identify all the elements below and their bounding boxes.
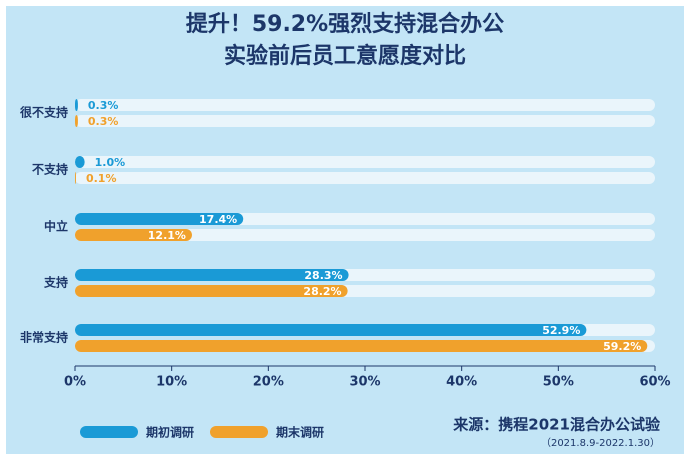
bar-track	[75, 115, 655, 127]
value-label: 0.3%	[88, 115, 119, 128]
x-tick-label: 60%	[639, 375, 670, 390]
value-label: 0.3%	[88, 99, 119, 112]
bar-track	[75, 99, 655, 111]
bar	[75, 172, 76, 184]
bar	[75, 324, 587, 336]
bar	[75, 156, 85, 168]
bar	[75, 213, 244, 225]
x-tick-label: 40%	[446, 375, 477, 390]
value-label: 52.9%	[542, 324, 580, 337]
bar	[75, 99, 78, 111]
x-tick-label: 10%	[156, 375, 187, 390]
chart-subtitle: 实验前后员工意愿度对比	[224, 43, 466, 69]
value-label: 17.4%	[199, 213, 237, 226]
value-label: 0.1%	[86, 172, 117, 185]
bar	[75, 115, 78, 127]
value-label: 1.0%	[95, 156, 126, 169]
value-label: 12.1%	[148, 229, 186, 242]
x-tick-label: 50%	[543, 375, 574, 390]
y-tick-label: 非常支持	[20, 330, 68, 345]
y-tick-label: 中立	[44, 219, 68, 234]
bar-track	[75, 172, 655, 184]
chart-title: 提升！59.2%强烈支持混合办公	[186, 11, 504, 37]
legend-swatch	[80, 426, 138, 438]
bar	[75, 285, 348, 297]
source: 来源：携程2021混合办公试验	[452, 416, 661, 434]
value-label: 28.3%	[304, 269, 342, 282]
bar	[75, 340, 648, 352]
bar-track	[75, 156, 655, 168]
value-label: 28.2%	[303, 285, 341, 298]
x-tick-label: 30%	[349, 375, 380, 390]
legend-swatch	[210, 426, 268, 438]
y-tick-label: 支持	[43, 275, 68, 290]
x-tick-label: 20%	[253, 375, 284, 390]
x-tick-label: 0%	[64, 375, 86, 390]
bar-track	[75, 229, 655, 241]
legend-label: 期末调研	[276, 425, 324, 440]
value-label: 59.2%	[603, 340, 641, 353]
y-tick-label: 不支持	[32, 162, 68, 177]
legend-label: 期初调研	[146, 425, 194, 440]
y-tick-label: 很不支持	[19, 105, 68, 120]
bar	[75, 269, 349, 281]
source-note: （2021.8.9-2022.1.30）	[541, 437, 660, 449]
bar	[75, 229, 192, 241]
